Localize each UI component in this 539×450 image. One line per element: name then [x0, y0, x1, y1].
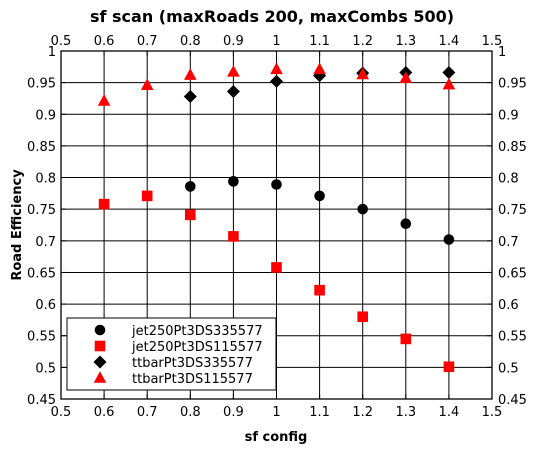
- circle-point: [228, 176, 239, 187]
- y-tick-label-right: 0.5: [498, 361, 519, 376]
- y-tick-label-right: 0.65: [498, 266, 527, 281]
- x-tick-label: 0.8: [180, 405, 201, 420]
- y-axis-label: Road Efficiency: [10, 169, 25, 281]
- square-point: [271, 262, 282, 273]
- axis-ticks: 0.5 0.5 0.6 0.6 0.7 0.7 0.8 0.8 0.9 0.9 1 1 1.1 1.1 1.…: [27, 34, 527, 420]
- triangle-point: [356, 67, 369, 80]
- x-tick-label-top: 0.6: [94, 34, 115, 49]
- triangle-point: [270, 62, 283, 75]
- y-tick-label-right: 0.45: [498, 393, 527, 408]
- legend-entry-label: ttbarPt3DS115577: [132, 372, 253, 387]
- series-1: [185, 176, 455, 245]
- square-point: [228, 231, 239, 242]
- y-tick-label: 0.65: [27, 266, 56, 281]
- legend-entry-label: jet250Pt3DS335577: [131, 324, 263, 339]
- legend: jet250Pt3DS335577jet250Pt3DS115577ttbarP…: [66, 317, 277, 391]
- square-point: [314, 284, 325, 296]
- legend-triangle-marker: [93, 371, 107, 383]
- y-tick-label: 0.45: [27, 393, 56, 408]
- y-tick-label: 0.75: [27, 203, 56, 218]
- y-tick-label: 0.9: [35, 108, 56, 123]
- y-tick-label-right: 1: [498, 45, 506, 60]
- square-point: [185, 209, 196, 221]
- data-points: [97, 62, 456, 373]
- x-tick-label-top: 1: [272, 34, 280, 49]
- x-tick-label: 0.7: [137, 405, 158, 420]
- legend-diamond-marker: [93, 355, 107, 369]
- y-tick-label: 1: [48, 45, 56, 60]
- square-point: [98, 198, 110, 210]
- y-tick-label: 0.5: [35, 361, 56, 376]
- legend-entry-label: ttbarPt3DS335577: [132, 356, 253, 371]
- circle-point: [400, 218, 412, 230]
- diamond-point: [442, 66, 456, 80]
- x-tick-label: 1.2: [352, 405, 373, 420]
- x-tick-label: 1.1: [309, 405, 330, 420]
- circle-point: [314, 190, 325, 202]
- y-tick-label: 0.85: [27, 140, 56, 155]
- diamond-point: [183, 90, 197, 104]
- diamond-point: [226, 84, 240, 98]
- x-tick-label: 0.9: [223, 405, 244, 420]
- square-point: [141, 190, 153, 202]
- x-tick-label-top: 1.2: [352, 34, 373, 49]
- x-tick-label: 1.3: [395, 405, 416, 420]
- circle-point: [271, 179, 282, 190]
- diamond-point: [270, 74, 283, 88]
- y-tick-label-right: 0.7: [498, 235, 519, 250]
- y-tick-label-right: 0.8: [498, 172, 519, 187]
- y-tick-label-right: 0.85: [498, 140, 527, 155]
- triangle-point: [227, 65, 240, 77]
- x-tick-label: 1: [272, 405, 280, 420]
- y-tick-label-right: 0.55: [498, 330, 527, 345]
- series-4: [97, 62, 456, 106]
- x-tick-label-top: 0.7: [137, 34, 158, 49]
- y-tick-label: 0.55: [27, 330, 56, 345]
- triangle-point: [97, 94, 111, 106]
- legend-square-marker: [94, 340, 106, 352]
- circle-point: [443, 234, 455, 245]
- x-tick-label-top: 1.4: [439, 34, 460, 49]
- legend-circle-marker: [94, 324, 106, 336]
- y-tick-label: 0.6: [35, 298, 56, 313]
- x-tick-label: 1.4: [439, 405, 460, 420]
- x-tick-label-top: 1.1: [309, 34, 330, 49]
- y-tick-label: 0.7: [35, 235, 56, 250]
- triangle-point: [442, 77, 456, 90]
- x-tick-label-top: 0.9: [223, 34, 244, 49]
- x-tick-label-top: 1.3: [395, 34, 416, 49]
- x-tick-label-top: 0.5: [51, 34, 72, 49]
- series-2: [98, 190, 455, 373]
- y-tick-label: 0.95: [27, 77, 56, 92]
- y-tick-label-right: 0.9: [498, 108, 519, 123]
- square-point: [443, 361, 455, 373]
- y-tick-label: 0.8: [35, 172, 56, 187]
- y-tick-label-right: 0.6: [498, 298, 519, 313]
- x-tick-label-top: 0.8: [180, 34, 201, 49]
- chart-title: sf scan (maxRoads 200, maxCombs 500): [90, 7, 454, 26]
- circle-point: [357, 203, 369, 215]
- x-tick-label: 0.5: [51, 405, 72, 420]
- y-tick-label-right: 0.75: [498, 203, 527, 218]
- triangle-point: [184, 68, 197, 80]
- triangle-point: [399, 71, 413, 84]
- x-axis-label: sf config: [245, 430, 308, 445]
- circle-point: [185, 181, 196, 192]
- y-tick-label-right: 0.95: [498, 77, 527, 92]
- x-tick-label: 1.5: [482, 405, 503, 420]
- triangle-point: [140, 78, 154, 90]
- x-tick-label: 0.6: [94, 405, 115, 420]
- legend-entry-label: jet250Pt3DS115577: [131, 340, 263, 355]
- x-tick-label-top: 1.5: [482, 34, 503, 49]
- square-point: [357, 311, 368, 323]
- square-point: [400, 333, 412, 345]
- triangle-point: [313, 62, 326, 75]
